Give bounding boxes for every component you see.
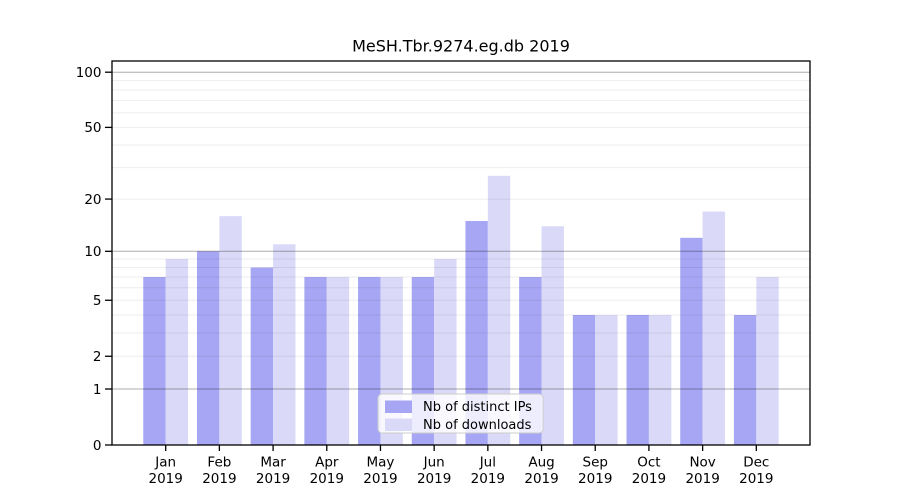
bar-apr-distinct-ips: [304, 277, 327, 445]
axes-layer: 0125102050100Jan2019Feb2019Mar2019Apr201…: [76, 65, 774, 487]
x-tick-label-year-jul: 2019: [471, 471, 505, 487]
y-tick-label-20: 20: [84, 192, 101, 208]
legend: Nb of distinct IPs Nb of downloads: [377, 393, 544, 434]
chart-title: MeSH.Tbr.9274.eg.db 2019: [352, 37, 570, 56]
x-tick-label-year-oct: 2019: [632, 471, 666, 487]
x-tick-label-month-nov: Nov: [689, 455, 715, 471]
x-tick-label-month-dec: Dec: [743, 455, 769, 471]
bar-aug-downloads: [541, 226, 564, 445]
x-tick-label-month-feb: Feb: [207, 455, 231, 471]
legend-swatch-downloads: [385, 418, 412, 431]
y-tick-label-10: 10: [84, 244, 101, 260]
y-tick-label-50: 50: [84, 120, 101, 136]
bar-apr-downloads: [326, 277, 350, 445]
y-tick-label-1: 1: [93, 382, 102, 398]
x-tick-label-month-may: May: [366, 455, 394, 471]
x-tick-label-year-aug: 2019: [524, 471, 558, 487]
x-tick-label-year-apr: 2019: [310, 471, 344, 487]
x-tick-label-year-nov: 2019: [685, 471, 719, 487]
x-tick-label-year-may: 2019: [363, 471, 397, 487]
x-tick-label-month-apr: Apr: [315, 455, 339, 471]
bar-jul-downloads: [487, 175, 511, 445]
y-tick-label-2: 2: [93, 349, 102, 365]
legend-box: [377, 393, 544, 434]
bar-dec-downloads: [756, 277, 779, 445]
x-tick-label-month-jul: Jul: [479, 455, 496, 471]
x-tick-label-year-sep: 2019: [578, 471, 612, 487]
x-tick-label-year-dec: 2019: [739, 471, 773, 487]
legend-label-distinct-ips: Nb of distinct IPs: [423, 400, 532, 415]
x-tick-label-month-jan: Jan: [154, 455, 176, 471]
bar-oct-downloads: [648, 314, 672, 445]
bar-mar-downloads: [273, 244, 296, 445]
x-tick-label-year-jan: 2019: [149, 471, 183, 487]
x-tick-label-month-jun: Jun: [423, 455, 445, 471]
y-tick-label-0: 0: [93, 438, 102, 454]
bar-jan-distinct-ips: [143, 277, 166, 445]
x-tick-label-month-mar: Mar: [260, 455, 286, 471]
bar-mar-distinct-ips: [250, 267, 274, 445]
bar-feb-downloads: [219, 216, 242, 445]
x-tick-label-month-oct: Oct: [637, 455, 660, 471]
bar-dec-distinct-ips: [733, 314, 757, 445]
bar-sep-distinct-ips: [572, 314, 596, 445]
legend-label-downloads: Nb of downloads: [423, 418, 532, 433]
y-tick-label-100: 100: [76, 65, 102, 81]
bar-jul-distinct-ips: [465, 221, 488, 445]
bar-nov-downloads: [702, 211, 726, 445]
bar-jan-downloads: [165, 259, 189, 445]
x-tick-label-month-sep: Sep: [583, 455, 608, 471]
bar-may-distinct-ips: [358, 277, 381, 445]
bar-sep-downloads: [595, 314, 618, 445]
x-tick-label-month-aug: Aug: [528, 455, 554, 471]
x-tick-label-year-jun: 2019: [417, 471, 451, 487]
bar-nov-distinct-ips: [680, 237, 703, 445]
y-tick-label-5: 5: [93, 293, 102, 309]
x-tick-label-year-mar: 2019: [256, 471, 290, 487]
bar-feb-distinct-ips: [196, 251, 220, 445]
legend-swatch-distinct-ips: [385, 400, 412, 413]
bar-oct-distinct-ips: [626, 314, 649, 445]
x-tick-label-year-feb: 2019: [202, 471, 236, 487]
gridlines-layer: [112, 71, 810, 390]
plot-frame: [111, 60, 811, 446]
